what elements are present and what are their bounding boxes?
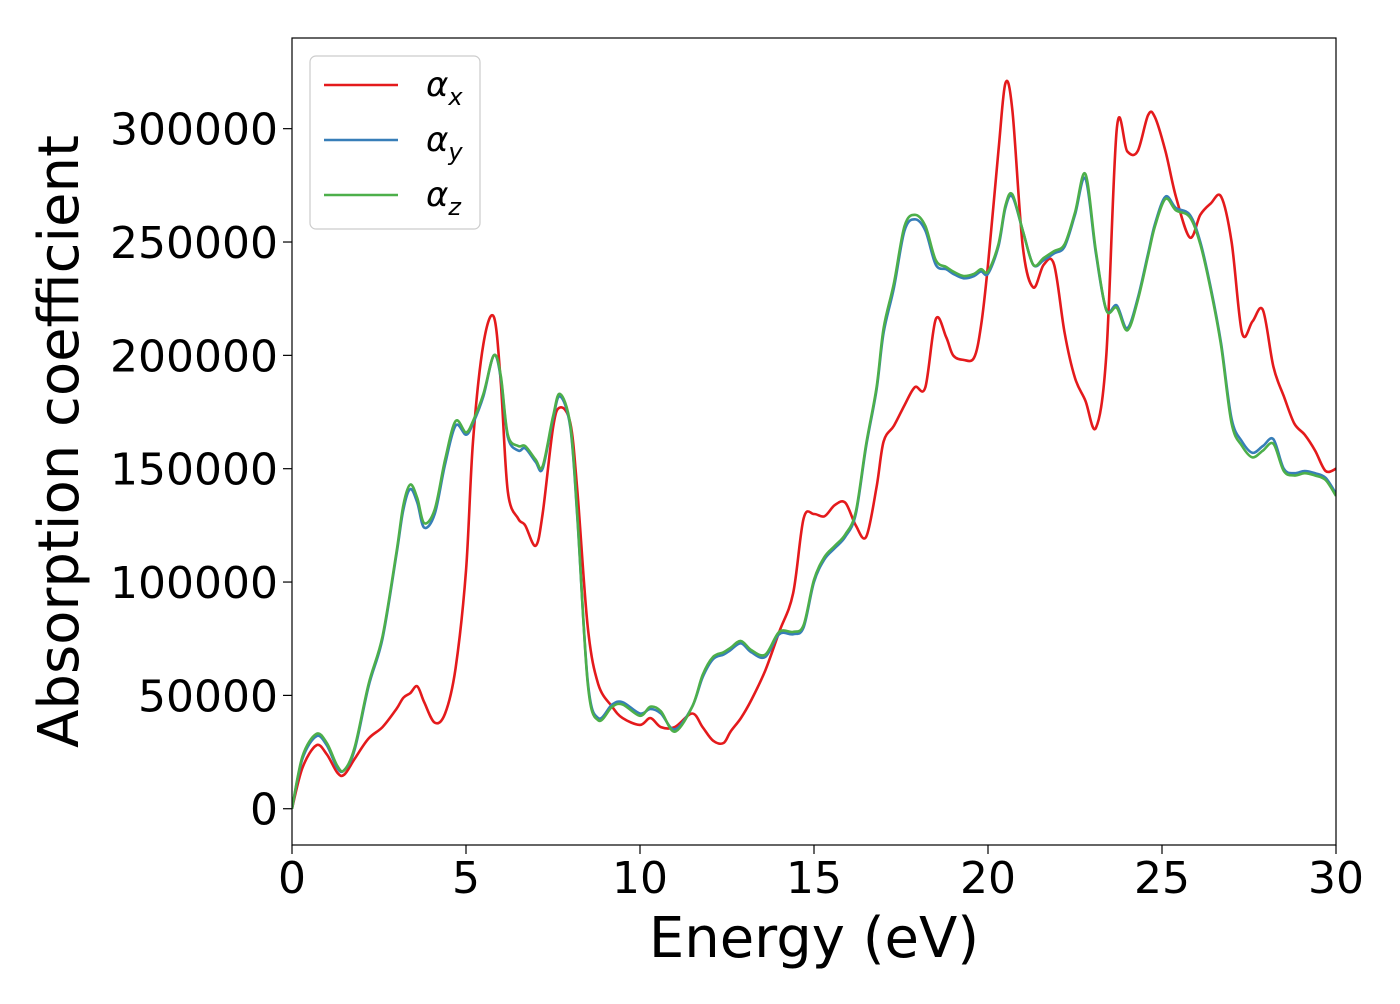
legend-item-y: αy [324, 120, 463, 166]
y-axis: 0 50000 100000 150000 200000 250000 300000 [110, 105, 292, 836]
x-axis: 0 5 10 15 20 25 30 [278, 845, 1364, 904]
legend-label: αx [426, 65, 463, 111]
series-line-z [292, 172, 1336, 809]
x-tick-label: 25 [1134, 853, 1190, 904]
legend-item-x: αx [324, 65, 463, 111]
x-tick-label: 5 [452, 853, 480, 904]
series-line-y [292, 176, 1336, 809]
legend-item-z: αz [324, 175, 462, 221]
y-tick-label: 200000 [110, 331, 278, 382]
x-tick-label: 10 [612, 853, 668, 904]
y-tick-label: 300000 [110, 105, 278, 156]
y-tick-label: 250000 [110, 218, 278, 269]
legend: αx αy αz [309, 55, 481, 230]
y-tick-label: 50000 [138, 671, 278, 722]
x-tick-label: 0 [278, 853, 306, 904]
y-tick-label: 100000 [110, 558, 278, 609]
legend-label: αy [426, 120, 463, 166]
series-line-x [292, 79, 1336, 810]
x-tick-label: 30 [1308, 853, 1364, 904]
series-group [292, 79, 1336, 810]
y-tick-label: 150000 [110, 445, 278, 496]
y-tick-label: 0 [250, 785, 278, 836]
x-axis-label: Energy (eV) [649, 906, 979, 971]
legend-box [309, 55, 481, 230]
y-axis-label: Absorption coefficient [27, 135, 92, 748]
x-tick-label: 20 [960, 853, 1016, 904]
x-tick-label: 15 [786, 853, 842, 904]
legend-label: αz [426, 175, 462, 221]
